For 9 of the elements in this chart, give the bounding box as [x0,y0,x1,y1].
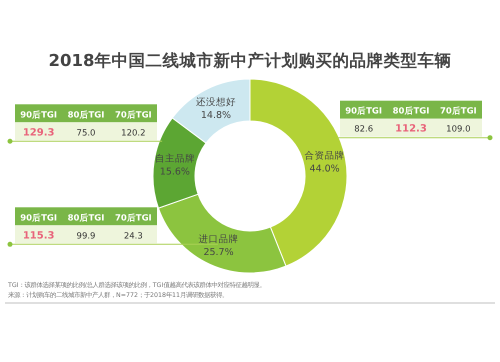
data-label: 25.7% [203,247,234,258]
data-label: 15.6% [160,166,190,178]
data-label: 14.8% [200,110,232,122]
slice-label: 还没想好 [196,96,236,108]
chart-title: 2018年中国二线城市新中产计划购买的品牌类型车辆 [48,51,452,70]
slice-label: 自主品牌 [154,152,195,164]
slice-label: 进口品牌 [198,233,239,246]
data-label: 44.0% [310,164,340,175]
slice-label: 合资品牌 [304,150,345,162]
